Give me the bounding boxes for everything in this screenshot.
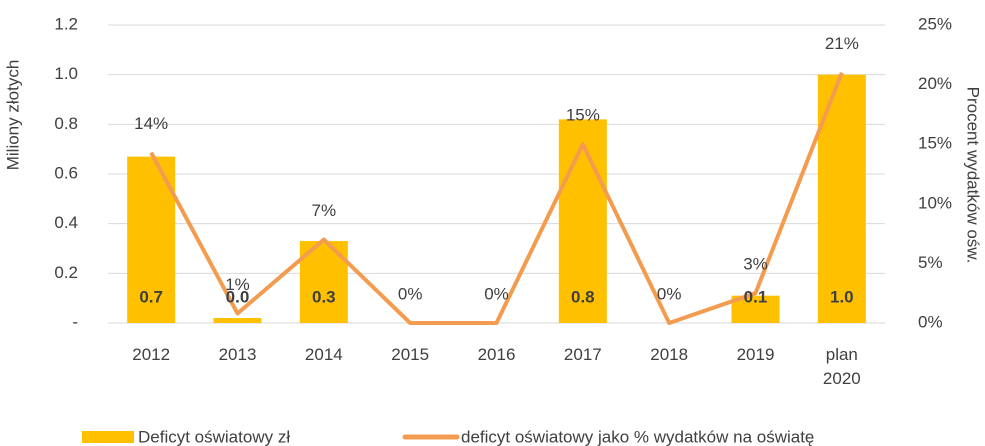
y2-tick-label: 10% (918, 193, 952, 212)
y-tick-label: 1.0 (54, 64, 78, 83)
line-value-label: 15% (566, 106, 600, 125)
line-value-label: 1% (225, 275, 250, 294)
line-value-label: 7% (312, 201, 337, 220)
bar-value-label: 0.1 (744, 287, 768, 306)
legend-label: deficyt oświatowy jako % wydatków na ośw… (461, 427, 814, 446)
y-tick-label: - (72, 312, 78, 331)
legend-label: Deficyt oświatowy zł (138, 427, 290, 446)
bar-value-label: 0.3 (312, 287, 336, 306)
line-value-label: 0% (398, 284, 423, 303)
line-value-label: 3% (743, 255, 768, 274)
x-tick-label: 2016 (477, 345, 516, 364)
x-tick-label: 2015 (391, 345, 430, 364)
y2-tick-label: 15% (918, 134, 952, 153)
line-value-label: 14% (134, 114, 168, 133)
bar (558, 119, 607, 323)
y-tick-label: 1.2 (54, 14, 78, 33)
bar-value-label: 0.0 (226, 287, 250, 306)
x-tick-label: 2012 (132, 345, 171, 364)
y-tick-label: 0.4 (54, 213, 78, 232)
line-value-label: 0% (657, 284, 682, 303)
y2-tick-label: 25% (918, 14, 952, 33)
y-axis-title: Miliony złotych (3, 60, 22, 171)
y-tick-label: 0.2 (54, 263, 78, 282)
x-tick-label: 2019 (736, 345, 775, 364)
x-tick-label: 2014 (304, 345, 343, 364)
y-tick-label: 0.6 (54, 163, 78, 182)
y2-axis-title: Procent wydatków ośw. (964, 87, 983, 264)
x-tick-label: 2013 (218, 345, 257, 364)
bar-value-label: 0.7 (139, 287, 163, 306)
y2-tick-label: 20% (918, 74, 952, 93)
x-tick-label: 2018 (650, 345, 689, 364)
y-tick-label: 0.8 (54, 114, 78, 133)
y2-tick-label: 5% (918, 253, 943, 272)
line-value-label: 0% (484, 284, 509, 303)
line-value-label: 21% (825, 34, 859, 53)
bar (213, 318, 262, 323)
y2-tick-label: 0% (918, 312, 943, 331)
line (149, 71, 844, 325)
bar-value-label: 0.8 (571, 287, 595, 306)
legend-swatch (82, 431, 134, 443)
x-tick-label: plan 2020 (822, 345, 861, 388)
x-tick-label: 2017 (563, 345, 602, 364)
bar-value-label: 1.0 (830, 287, 854, 306)
